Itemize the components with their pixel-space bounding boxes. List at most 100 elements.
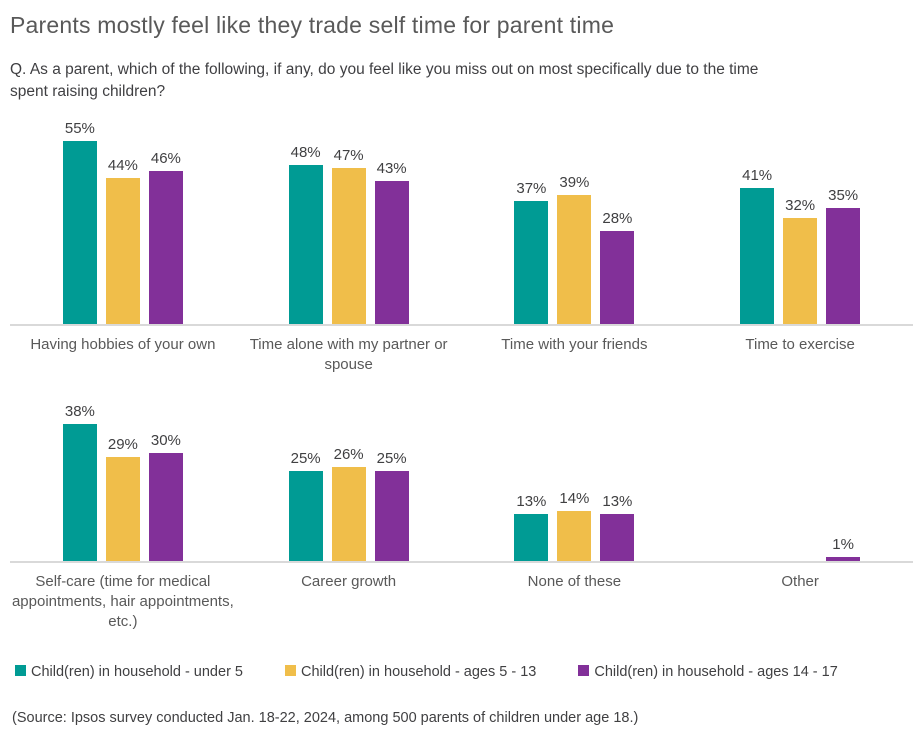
bar (514, 200, 549, 324)
bar-chart: 55% 44% 46% 48% 47% 43% 37% 39% 28% 41% 32% 35% Havi… (10, 120, 913, 652)
bar (600, 230, 635, 324)
bar (557, 194, 592, 324)
bar-slot: 25% (288, 399, 323, 561)
legend: Child(ren) in household - under 5 Child(… (10, 664, 913, 680)
bar-slot (783, 399, 817, 561)
bar-value-label: 28% (602, 209, 633, 227)
category-label: Having hobbies of your own (30, 335, 216, 353)
bar (288, 470, 323, 561)
legend-item-ages-5-13: Child(ren) in household - ages 5 - 13 (285, 664, 536, 680)
category-label: Career growth (301, 572, 397, 590)
bar (288, 164, 323, 324)
bar-slot: 25% (374, 399, 409, 561)
bar (148, 452, 183, 561)
legend-swatch-teal-icon (15, 665, 26, 677)
bar-slot: 39% (557, 120, 592, 324)
bar-slot: 47% (331, 120, 366, 324)
category-label: Self-care (time for medical appointments… (11, 572, 234, 631)
bar (783, 217, 818, 324)
bar-slot: 30% (148, 399, 183, 561)
bar-value-label: 48% (290, 143, 321, 161)
category-labels-row-2: Self-care (time for medical appointments… (10, 572, 913, 652)
page-title: Parents mostly feel like they trade self… (10, 12, 615, 38)
bar-value-label: 38% (64, 402, 95, 420)
bar-slot: 29% (105, 399, 140, 561)
bar-slot: 28% (600, 120, 635, 324)
legend-label-under-5: Child(ren) in household - under 5 (31, 663, 243, 680)
bar-value-label: 29% (107, 435, 138, 453)
category-label: Time alone with my partner or spouse (249, 335, 448, 374)
bar-value-label: 13% (602, 492, 633, 510)
bar-value-label: 14% (559, 489, 590, 507)
bar-value-label: 32% (785, 196, 816, 214)
bar-slot: 46% (148, 120, 183, 324)
bar-slot: 26% (331, 399, 366, 561)
bar-slot: 55% (62, 119, 97, 324)
legend-label-ages-5-13: Child(ren) in household - ages 5 - 13 (301, 663, 537, 680)
bar-value-label: 43% (376, 159, 407, 177)
bar-cluster: 55% 44% 46% (10, 120, 236, 324)
bar-value-label: 37% (516, 179, 547, 197)
bar (105, 177, 140, 324)
bar (826, 207, 861, 324)
bar-value-label: 46% (150, 149, 181, 167)
bar (62, 423, 97, 561)
category-label: Time to exercise (745, 335, 855, 353)
chart-row-1: 55% 44% 46% 48% 47% 43% 37% 39% 28% 41% 32% 35% Havi… (10, 120, 913, 391)
bar (105, 456, 140, 561)
bar-slot: 43% (374, 120, 409, 324)
legend-swatch-purple-icon (578, 665, 590, 677)
bar-cluster: 1% (687, 399, 913, 561)
category-label: Time with your friends (501, 335, 648, 353)
bar (374, 180, 409, 324)
bar-value-label: 44% (107, 156, 138, 174)
legend-label-ages-14-17: Child(ren) in household - ages 14 - 17 (594, 663, 838, 680)
bar-slot: 35% (826, 120, 861, 324)
bar (514, 513, 549, 561)
bar-slot: 13% (600, 399, 635, 561)
bar-slot: 41% (740, 120, 775, 324)
bar-value-label: 1% (832, 535, 854, 553)
category-label: None of these (527, 572, 622, 590)
bar (600, 513, 635, 561)
bar-value-label: 35% (828, 186, 859, 204)
bar (331, 167, 366, 324)
bar (826, 556, 861, 561)
bar-slot: 1% (826, 399, 861, 561)
chart-row-2: 38% 29% 30% 25% 26% 25% 13% 14% 13% 1% Self-care (… (10, 399, 913, 652)
bar-value-label: 47% (333, 146, 364, 164)
bar (557, 510, 592, 561)
bar-value-label: 39% (559, 173, 590, 191)
bar-cluster: 37% 39% 28% (462, 120, 688, 324)
legend-swatch-yellow-icon (285, 665, 296, 677)
bar (740, 187, 775, 324)
legend-item-ages-14-17: Child(ren) in household - ages 14 - 17 (578, 663, 838, 680)
bar-slot: 37% (514, 120, 549, 324)
bar-cluster: 48% 47% 43% (236, 120, 462, 324)
bar-slot: 32% (783, 120, 818, 324)
source-text: (Source: Ipsos survey conducted Jan. 18-… (12, 709, 639, 726)
bar-slot: 14% (557, 399, 592, 561)
bar (62, 140, 97, 324)
bar-cluster: 13% 14% 13% (462, 399, 688, 561)
bar (148, 170, 183, 324)
bar (374, 470, 409, 561)
bar-cluster: 38% 29% 30% (10, 399, 236, 561)
bar-value-label: 25% (376, 449, 407, 467)
bar-slot (740, 399, 774, 561)
bar-value-label: 25% (290, 449, 321, 467)
bar-value-label: 41% (742, 166, 773, 184)
bar-cluster: 41% 32% 35% (687, 120, 913, 324)
plot-area-row-2: 38% 29% 30% 25% 26% 25% 13% 14% 13% 1% (10, 399, 913, 563)
bar-value-label: 26% (333, 445, 364, 463)
bar-value-label: 13% (516, 492, 547, 510)
bar (331, 466, 366, 561)
bar-slot: 13% (514, 399, 549, 561)
bar-slot: 44% (105, 120, 140, 324)
bar-value-label: 30% (150, 431, 181, 449)
bar-value-label: 55% (64, 119, 95, 137)
bar-cluster: 25% 26% 25% (236, 399, 462, 561)
bar-slot: 48% (288, 120, 323, 324)
legend-item-under-5: Child(ren) in household - under 5 (15, 664, 243, 680)
